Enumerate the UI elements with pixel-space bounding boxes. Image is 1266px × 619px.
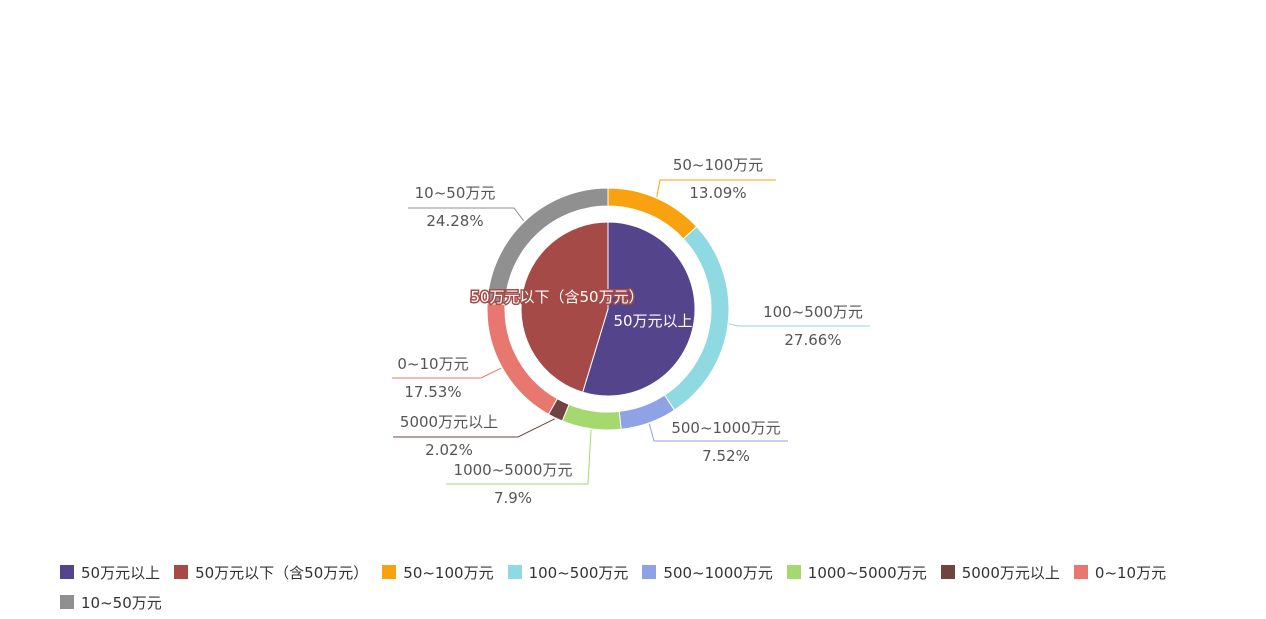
- legend-item-0[interactable]: 50万元以上: [60, 561, 160, 583]
- callout-value-2: 7.52%: [702, 447, 750, 465]
- legend-item-3[interactable]: 100~500万元: [507, 561, 629, 583]
- callout-line-2: [648, 423, 788, 442]
- legend-item-2[interactable]: 50~100万元: [382, 561, 494, 583]
- callout-label-5: 0~10万元: [397, 355, 468, 373]
- legend-swatch: [382, 565, 397, 579]
- callout-value-4: 2.02%: [425, 441, 473, 459]
- legend-item-8[interactable]: 10~50万元: [60, 591, 162, 613]
- callout-label-3: 1000~5000万元: [454, 461, 573, 479]
- legend-swatch: [60, 565, 74, 579]
- callout-labels: 50~100万元 13.09% 100~500万元 27.66% 500~1000万元 7…: [392, 156, 870, 507]
- legend: 50万元以上 50万元以下（含50万元） 50~100万元 100~500万元 500~…: [60, 561, 1230, 613]
- callout-value-3: 7.9%: [494, 489, 532, 507]
- callout-line-5: [392, 367, 502, 379]
- legend-label: 50万元以上: [81, 563, 161, 582]
- legend-swatch: [507, 565, 522, 579]
- outer-slice-3[interactable]: [561, 403, 622, 431]
- legend-swatch: [60, 595, 74, 609]
- inner-label-0: 50万元以上: [613, 312, 692, 330]
- callout-line-3: [446, 429, 592, 485]
- inner-slice-0[interactable]: [582, 221, 696, 397]
- legend-label: 50万元以下（含50万元）: [195, 563, 369, 582]
- callout-line-4: [393, 418, 556, 438]
- inner-slice-1[interactable]: [520, 221, 609, 393]
- legend-label: 5000万元以上: [961, 563, 1060, 582]
- legend-item-6[interactable]: 5000万元以上: [940, 561, 1060, 583]
- inner-labels: 50万元以上 50万元以下（含50万元）: [469, 287, 693, 331]
- callout-value-6: 24.28%: [426, 212, 483, 230]
- callout-value-0: 13.09%: [689, 184, 746, 202]
- callout-value-5: 17.53%: [404, 383, 461, 401]
- legend-item-4[interactable]: 500~1000万元: [642, 561, 773, 583]
- callout-line-0: [656, 179, 776, 198]
- legend-swatch: [786, 565, 801, 579]
- legend-label: 1000~5000万元: [807, 563, 927, 582]
- legend-item-1[interactable]: 50万元以下（含50万元）: [174, 561, 368, 583]
- legend-swatch: [1073, 565, 1088, 579]
- callout-label-0: 50~100万元: [673, 156, 763, 174]
- callout-label-1: 100~500万元: [763, 303, 863, 321]
- legend-label: 500~1000万元: [663, 563, 773, 582]
- legend-label: 50~100万元: [403, 563, 494, 582]
- inner-label-1: 50万元以下（含50万元）: [470, 288, 643, 306]
- legend-item-7[interactable]: 0~10万元: [1073, 561, 1167, 583]
- callout-value-1: 27.66%: [784, 331, 841, 349]
- callout-label-6: 10~50万元: [415, 184, 496, 202]
- legend-label: 0~10万元: [1094, 563, 1167, 582]
- inner-pie: [520, 221, 696, 397]
- outer-slice-6[interactable]: [486, 187, 609, 305]
- legend-label: 10~50万元: [81, 593, 162, 612]
- outer-slice-2[interactable]: [618, 394, 676, 430]
- outer-ring: [486, 187, 730, 431]
- legend-swatch: [940, 565, 955, 579]
- legend-item-5[interactable]: 1000~5000万元: [786, 561, 927, 583]
- legend-swatch: [642, 565, 657, 579]
- callout-line-6: [408, 207, 525, 222]
- legend-label: 100~500万元: [528, 563, 629, 582]
- callout-label-4: 5000万元以上: [400, 413, 498, 431]
- legend-swatch: [174, 565, 189, 579]
- callout-line-1: [728, 323, 870, 327]
- callout-label-2: 500~1000万元: [671, 419, 780, 437]
